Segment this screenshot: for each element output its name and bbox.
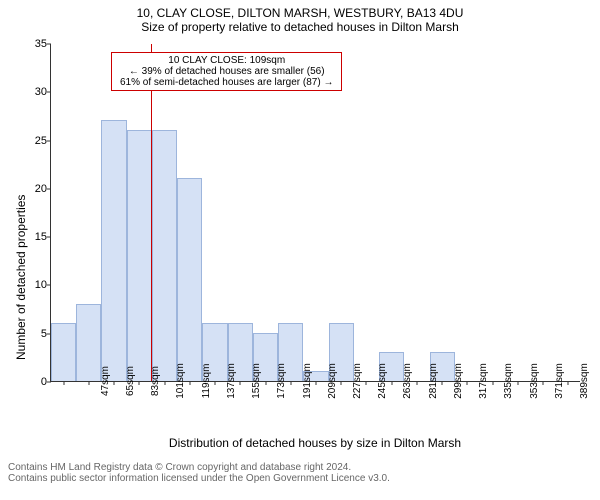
callout-line: 61% of semi-detached houses are larger (… — [120, 77, 333, 88]
ytick-label: 20 — [29, 183, 51, 195]
callout-line: ← 39% of detached houses are smaller (56… — [120, 66, 333, 77]
ytick-label: 10 — [29, 279, 51, 291]
footer-line: Contains public sector information licen… — [0, 473, 390, 484]
marker-line — [151, 44, 152, 381]
footer-line: Contains HM Land Registry data © Crown c… — [0, 462, 390, 473]
x-axis-label: Distribution of detached houses by size … — [50, 436, 580, 450]
y-axis-label: Number of detached properties — [14, 195, 28, 360]
ytick-label: 0 — [29, 376, 51, 388]
xtick-label: 407sqm — [568, 363, 600, 399]
footer: Contains HM Land Registry data © Crown c… — [0, 462, 390, 484]
chart-subtitle: Size of property relative to detached ho… — [0, 20, 600, 34]
histogram-bar — [127, 130, 152, 381]
plot-area: 0510152025303547sqm65sqm83sqm101sqm119sq… — [50, 44, 580, 382]
histogram-bar — [101, 120, 126, 381]
histogram-bar — [177, 178, 202, 381]
chart-title: 10, CLAY CLOSE, DILTON MARSH, WESTBURY, … — [0, 0, 600, 20]
callout-box: 10 CLAY CLOSE: 109sqm← 39% of detached h… — [111, 52, 342, 91]
callout-line: 10 CLAY CLOSE: 109sqm — [120, 55, 333, 66]
ytick-label: 35 — [29, 38, 51, 50]
ytick-label: 30 — [29, 86, 51, 98]
chart: 0510152025303547sqm65sqm83sqm101sqm119sq… — [50, 44, 580, 382]
ytick-label: 15 — [29, 231, 51, 243]
ytick-label: 25 — [29, 135, 51, 147]
histogram-bar — [152, 130, 177, 381]
ytick-label: 5 — [29, 328, 51, 340]
